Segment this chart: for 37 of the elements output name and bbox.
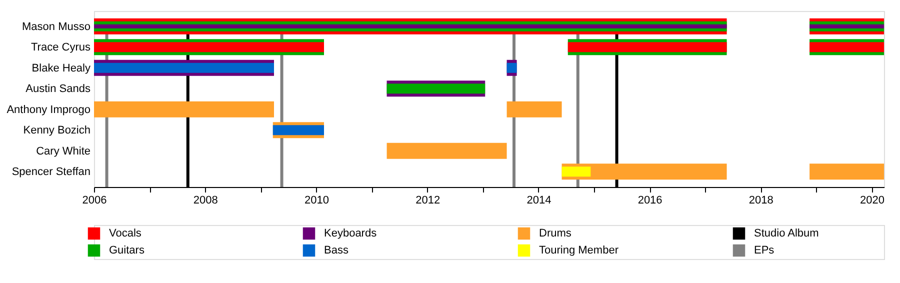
x-tick-label: 2010: [304, 194, 329, 206]
legend-label: Keyboards: [324, 228, 378, 240]
bar: [506, 101, 562, 118]
legend-label: EPs: [754, 244, 775, 256]
legend-label: Touring Member: [539, 244, 619, 256]
x-tick-label: 2016: [638, 194, 662, 206]
y-tick-label: Spencer Steffan: [12, 166, 90, 178]
y-tick-label: Kenny Bozich: [23, 124, 90, 137]
y-tick-label: Blake Healy: [32, 62, 91, 74]
legend-label: Drums: [539, 228, 572, 240]
bar: [810, 164, 884, 180]
bar: [94, 101, 274, 118]
legend-label: Studio Album: [754, 228, 819, 240]
bar: [94, 42, 324, 52]
bar: [94, 24, 727, 28]
y-tick-label: Mason Musso: [22, 20, 90, 33]
y-tick-label: Austin Sands: [26, 83, 91, 96]
x-tick-label: 2008: [193, 194, 218, 206]
x-tick-label: 2014: [526, 194, 552, 206]
y-tick-label: Trace Cyrus: [31, 42, 91, 54]
legend-label: Guitars: [109, 244, 145, 256]
x-tick-label: 2012: [416, 194, 440, 206]
x-tick-label: 2020: [860, 194, 885, 206]
bar: [568, 42, 727, 52]
bar: [810, 42, 884, 52]
legend-label: Bass: [324, 244, 349, 256]
x-tick-label: 2018: [748, 194, 774, 206]
y-tick-label: Anthony Improgo: [6, 104, 90, 116]
bar: [94, 62, 274, 73]
bar: [386, 142, 507, 159]
y-tick-label: Cary White: [36, 145, 90, 158]
bar: [386, 84, 486, 94]
bar: [506, 62, 517, 73]
bar: [562, 166, 591, 177]
bar: [272, 125, 324, 136]
x-tick-label: 2006: [82, 194, 107, 206]
legend-label: Vocals: [109, 228, 142, 240]
